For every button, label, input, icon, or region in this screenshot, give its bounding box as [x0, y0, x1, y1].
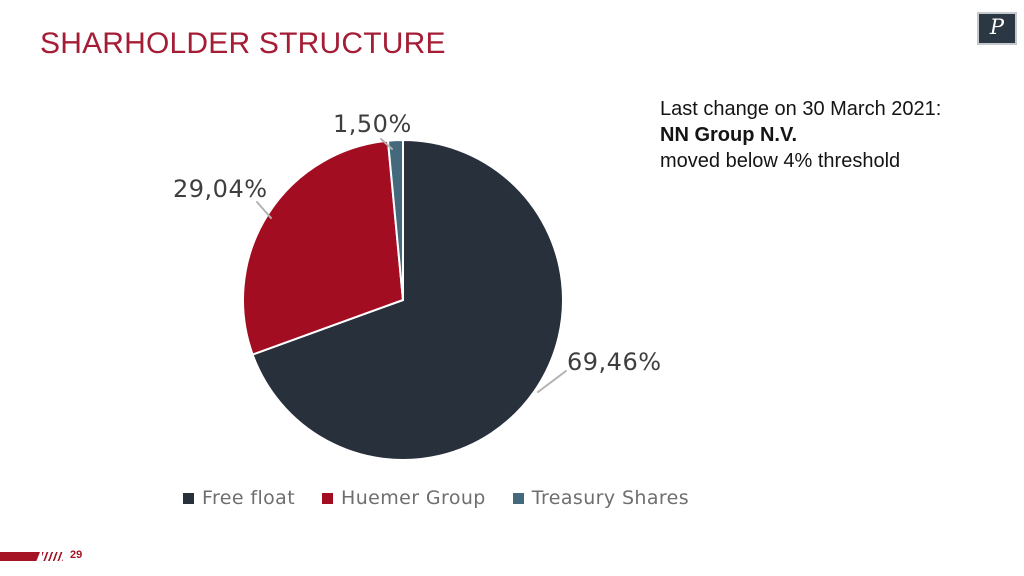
pie-value-label-free-float: 69,46%: [567, 348, 662, 376]
legend-swatch-huemer-group: [322, 492, 334, 504]
pie-value-label-huemer: 29,04%: [173, 175, 268, 203]
footer-accent-bar: [0, 552, 40, 561]
company-logo: P: [977, 12, 1017, 45]
pie-slice-free-float: [251, 139, 564, 461]
annotation-line-2: NN Group N.V.: [660, 124, 798, 146]
chart-legend: Free float Huemer Group Treasury Shares: [183, 487, 689, 509]
legend-item-treasury-shares: Treasury Shares: [512, 487, 690, 509]
leader-line-huemer: [256, 201, 272, 219]
pie-slices: [242, 139, 564, 461]
legend-swatch-treasury-shares: [512, 492, 524, 504]
page-number: 29: [70, 549, 83, 561]
legend-label-free-float: Free float: [202, 487, 296, 509]
pie-value-label-treasury: 1,50%: [333, 110, 412, 138]
logo-letter-icon: P: [989, 15, 1005, 39]
legend-label-huemer-group: Huemer Group: [341, 487, 486, 509]
footer-hatch-marks-icon: [42, 552, 63, 561]
leader-line-treasury: [380, 138, 393, 150]
leader-line-free-float: [537, 370, 567, 393]
legend-label-treasury-shares: Treasury Shares: [531, 487, 690, 509]
legend-item-free-float: Free float: [183, 487, 295, 509]
annotation-line-3: moved below 4% threshold: [660, 150, 901, 172]
annotation-block: Last change on 30 March 2021: NN Group N…: [660, 96, 941, 174]
legend-item-huemer-group: Huemer Group: [322, 487, 486, 509]
slide-title: SHARHOLDER STRUCTURE: [40, 27, 446, 60]
leader-lines: [256, 138, 567, 393]
pie-slice-treasury-shares: [386, 139, 404, 301]
annotation-line-1: Last change on 30 March 2021:: [660, 98, 942, 120]
legend-swatch-free-float: [183, 492, 194, 504]
